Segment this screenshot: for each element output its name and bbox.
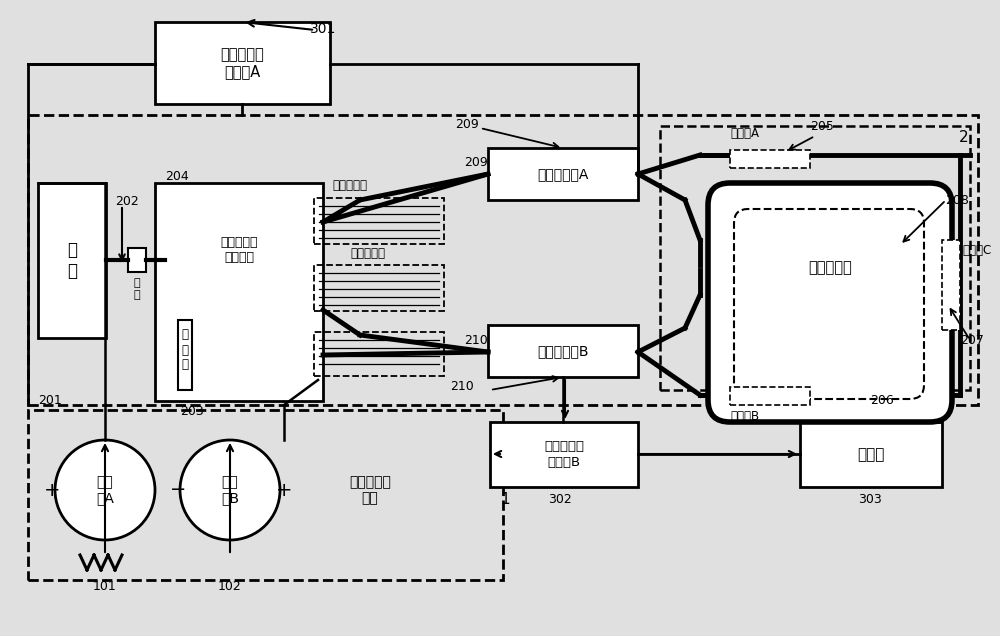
Circle shape <box>180 440 280 540</box>
Bar <box>488 325 638 377</box>
Text: 组合信号源
模块: 组合信号源 模块 <box>349 475 391 505</box>
Text: 203: 203 <box>180 405 204 418</box>
Bar <box>800 422 942 487</box>
Bar <box>314 198 444 244</box>
Bar <box>155 22 330 104</box>
Text: 210: 210 <box>464 333 488 347</box>
Bar <box>488 148 638 200</box>
Bar <box>128 248 146 272</box>
Text: 1: 1 <box>500 492 510 508</box>
Text: 209: 209 <box>455 118 479 131</box>
Text: 302: 302 <box>548 493 572 506</box>
Text: +: + <box>44 481 60 499</box>
Text: 集成光学相
位调制器: 集成光学相 位调制器 <box>220 236 258 264</box>
Text: 耦合器C: 耦合器C <box>962 244 991 256</box>
Text: +: + <box>276 481 292 499</box>
Text: 201: 201 <box>38 394 62 406</box>
Text: 起
偏
器: 起 偏 器 <box>182 329 188 371</box>
Text: 光电探测器A: 光电探测器A <box>537 167 589 181</box>
Text: 信号
源B: 信号 源B <box>221 475 239 505</box>
Bar <box>178 320 192 390</box>
Text: 204: 204 <box>165 170 189 183</box>
Bar <box>730 387 810 405</box>
Bar <box>660 126 970 390</box>
Text: 信号
源A: 信号 源A <box>96 475 114 505</box>
Text: 208: 208 <box>945 193 969 207</box>
Text: 数字信号处
理模块A: 数字信号处 理模块A <box>221 47 264 80</box>
Text: 2: 2 <box>958 130 968 145</box>
Bar <box>730 150 810 168</box>
Text: 数字信号处
理模块B: 数字信号处 理模块B <box>544 441 584 469</box>
Text: 光
隔: 光 隔 <box>134 278 140 300</box>
Text: 耦合器B: 耦合器B <box>730 410 759 423</box>
Bar <box>155 183 323 401</box>
Text: 光
源: 光 源 <box>67 241 77 280</box>
Bar <box>942 240 960 330</box>
Text: −: − <box>170 481 186 499</box>
Bar <box>38 183 106 338</box>
Text: 206: 206 <box>870 394 894 406</box>
Text: 光学谐振腔: 光学谐振腔 <box>808 261 852 275</box>
Text: 207: 207 <box>960 333 984 347</box>
Bar <box>28 410 503 580</box>
Text: 第二调制臂: 第二调制臂 <box>350 247 385 260</box>
Text: 光电探测器B: 光电探测器B <box>537 344 589 358</box>
Text: 耦合器A: 耦合器A <box>730 127 759 140</box>
Bar <box>490 422 638 487</box>
Bar <box>314 332 444 376</box>
FancyBboxPatch shape <box>708 183 952 422</box>
Text: 210: 210 <box>450 380 474 393</box>
Text: 301: 301 <box>310 22 336 36</box>
Circle shape <box>55 440 155 540</box>
Bar <box>28 115 978 405</box>
Text: 101: 101 <box>93 580 117 593</box>
Text: 303: 303 <box>858 493 882 506</box>
Text: 202: 202 <box>115 195 139 208</box>
Text: 209: 209 <box>464 155 488 169</box>
Bar <box>314 265 444 311</box>
Text: 205: 205 <box>810 120 834 133</box>
Text: 102: 102 <box>218 580 242 593</box>
Text: 计算机: 计算机 <box>857 447 885 462</box>
Text: 第一调制臂: 第一调制臂 <box>332 179 368 192</box>
